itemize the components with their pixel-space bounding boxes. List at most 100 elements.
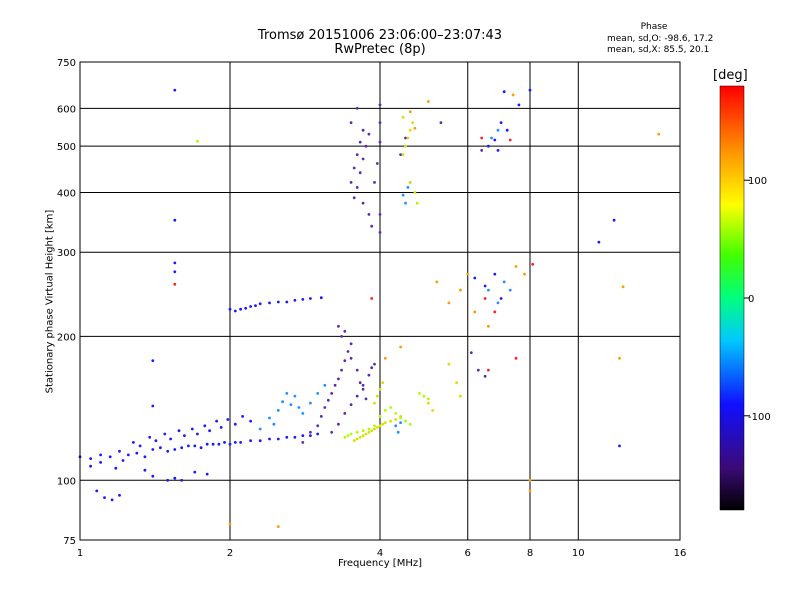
colorbar-tick-label: 100	[748, 176, 767, 187]
data-point	[466, 272, 470, 276]
data-point	[408, 110, 412, 114]
data-point	[508, 288, 512, 292]
data-point	[276, 437, 280, 441]
data-point	[378, 231, 382, 234]
data-point	[316, 424, 320, 428]
data-point	[426, 397, 430, 401]
data-point	[415, 201, 419, 205]
data-point	[476, 368, 480, 372]
y-tick-label: 400	[57, 188, 76, 199]
data-point	[621, 285, 625, 289]
data-point	[355, 430, 359, 434]
data-point	[223, 441, 226, 444]
data-point	[493, 272, 497, 276]
data-point	[373, 362, 376, 366]
data-point	[373, 181, 376, 184]
data-point	[118, 449, 121, 453]
data-point	[285, 300, 289, 304]
data-point	[435, 280, 439, 284]
data-point	[394, 418, 398, 421]
data-point	[469, 351, 473, 354]
data-point	[301, 412, 305, 415]
phase-stats-o: mean, sd,O: -98.6, 17.2	[607, 34, 714, 44]
data-point	[408, 128, 412, 132]
data-point	[396, 430, 400, 434]
data-point	[378, 387, 382, 391]
data-point	[408, 181, 412, 184]
data-point	[370, 224, 374, 228]
data-point	[154, 439, 158, 443]
data-point	[241, 415, 245, 418]
x-tick-label: 1	[77, 548, 83, 559]
data-point	[208, 429, 212, 433]
phase-stats-x: mean, sd,X: 85.5, 20.1	[607, 45, 710, 55]
data-point	[343, 435, 347, 439]
data-point	[272, 422, 276, 426]
data-point	[439, 121, 443, 124]
data-point	[597, 240, 601, 244]
x-axis-label: Frequency [MHz]	[337, 558, 423, 569]
data-point	[355, 394, 359, 398]
data-point	[126, 453, 130, 457]
data-point	[401, 115, 405, 119]
data-point	[355, 186, 359, 189]
data-point	[254, 304, 257, 307]
data-point	[459, 394, 462, 398]
data-point	[276, 409, 280, 412]
data-point	[383, 409, 387, 412]
data-point	[163, 432, 167, 436]
data-point	[370, 297, 374, 300]
data-point	[493, 138, 497, 142]
data-point	[401, 153, 405, 157]
data-point	[268, 301, 271, 305]
data-point	[483, 374, 487, 378]
data-point	[378, 140, 382, 144]
tick-labels: 1 2 4 6 8 10 16 75 100 200 300 400 500 600 750	[57, 58, 686, 559]
y-tick-label: 600	[57, 104, 76, 115]
data-point	[364, 432, 368, 436]
data-point	[233, 441, 237, 444]
data-point	[480, 149, 484, 152]
data-point	[496, 301, 500, 305]
y-tick-label: 300	[57, 248, 76, 259]
data-point	[473, 276, 477, 280]
data-point	[378, 121, 382, 124]
plot-grid	[80, 62, 680, 540]
data-point	[361, 383, 365, 387]
data-point	[301, 434, 305, 437]
x-tick-label: 6	[465, 548, 471, 559]
data-point	[361, 128, 365, 132]
data-point	[358, 140, 362, 144]
chart-title: Tromsø 20151006 23:06:00–23:07:43	[257, 28, 503, 43]
data-point	[177, 429, 181, 433]
data-point	[173, 448, 177, 451]
data-point	[276, 525, 280, 528]
data-point	[361, 157, 365, 161]
data-point	[132, 441, 135, 444]
data-point	[373, 424, 376, 428]
colorbar-unit-label: [deg]	[713, 68, 748, 83]
data-point	[89, 457, 92, 460]
data-point	[301, 298, 305, 301]
data-point	[196, 139, 199, 143]
data-point	[349, 432, 353, 436]
data-point	[199, 446, 203, 450]
data-point	[180, 478, 184, 482]
data-point	[166, 478, 170, 482]
data-point	[381, 422, 385, 426]
data-point	[326, 398, 330, 402]
data-point	[349, 181, 353, 184]
data-point	[358, 381, 362, 385]
data-point	[422, 394, 426, 398]
data-point	[413, 126, 417, 130]
data-point	[233, 422, 237, 426]
data-point	[173, 261, 177, 265]
data-point	[401, 193, 405, 197]
data-point	[114, 466, 118, 470]
data-point	[173, 476, 177, 480]
data-point	[508, 138, 512, 142]
data-point	[349, 121, 353, 124]
data-point	[499, 297, 503, 300]
data-point	[364, 144, 368, 148]
